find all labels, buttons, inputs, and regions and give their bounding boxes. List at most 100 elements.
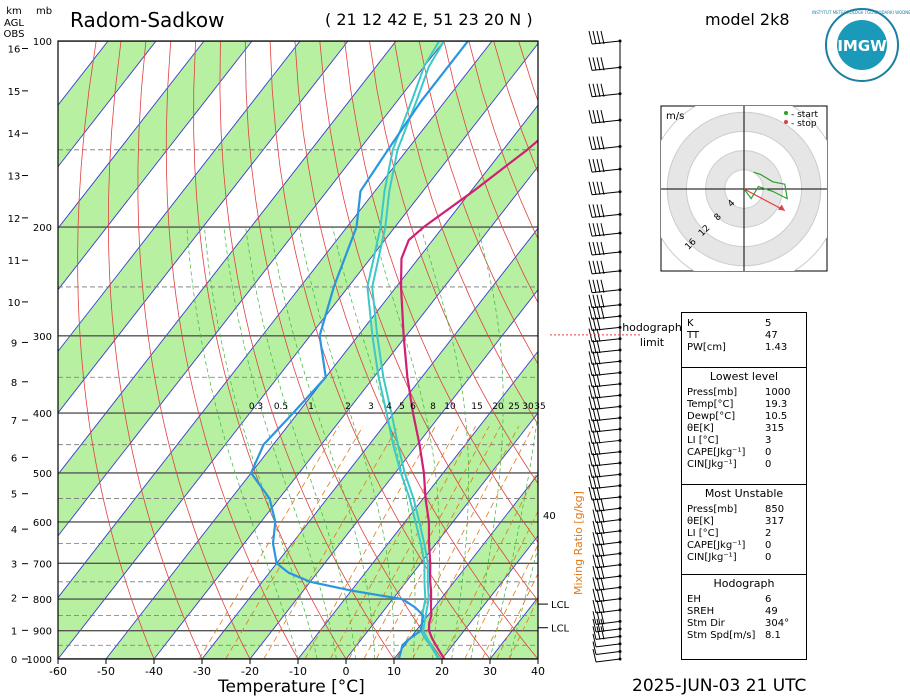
- row-key: LI [°C]: [687, 435, 719, 446]
- mixing-ratio-line: [348, 425, 476, 659]
- wind-barb-flag: [592, 57, 597, 71]
- pressure-tick-label: 700: [33, 559, 52, 570]
- pressure-tick-label: 400: [33, 409, 52, 420]
- wind-barb-flag: [596, 373, 601, 388]
- wind-barb-flag: [600, 159, 605, 173]
- x-tick-label: 40: [531, 665, 545, 678]
- table-row: Press[mb] 850: [682, 504, 806, 516]
- wind-barb: [591, 304, 621, 309]
- wind-barb: [591, 289, 621, 294]
- x-tick-label: 0: [343, 665, 350, 678]
- hodograph-limit-label: limit: [640, 336, 665, 349]
- wind-barb-flag: [588, 204, 593, 218]
- x-tick-label: 20: [435, 665, 449, 678]
- table-title: Hodograph: [713, 577, 775, 590]
- wind-barb: [591, 66, 621, 71]
- dewpoint-profile: [250, 41, 469, 659]
- row-key: Press[mb]: [687, 504, 738, 515]
- dry-adiabat: [193, 41, 347, 659]
- legend-start-dot: [784, 111, 788, 115]
- row-key: Temp[°C]: [687, 399, 734, 410]
- wind-barb-flag: [592, 373, 597, 388]
- x-tick-label: 30: [483, 665, 497, 678]
- row-value: 47: [765, 330, 778, 341]
- x-tick-label: 10: [387, 665, 401, 678]
- wind-barb: [591, 168, 621, 173]
- wind-barb-flag: [588, 339, 593, 354]
- wind-barb: [591, 451, 621, 456]
- mixing-ratio-tick: 20: [492, 402, 504, 412]
- km-tick-label: 9: [11, 338, 17, 349]
- mixing-ratio-line: [496, 572, 538, 659]
- wind-barb-flag: [592, 452, 597, 467]
- table-row: Stm Dir 304°: [682, 618, 806, 630]
- wind-barb-flag: [588, 373, 593, 388]
- wind-barb-flag: [600, 532, 605, 546]
- wind-barb: [591, 213, 621, 218]
- wind-barb-flag: [592, 241, 597, 256]
- wind-barb-flag: [600, 305, 605, 320]
- isotherm-line: [58, 41, 301, 353]
- row-value: 0: [765, 459, 772, 470]
- row-value: 1000: [765, 387, 791, 398]
- table-row: θE[K] 315: [682, 423, 806, 435]
- wind-barb-flag: [588, 136, 593, 150]
- wind-barb-flag: [588, 464, 593, 478]
- km-tick-label: 2: [11, 593, 17, 604]
- wind-barb-flag: [588, 396, 593, 410]
- wind-barb-flag: [596, 611, 601, 625]
- wind-barb-flag: [596, 441, 601, 455]
- row-value: 5: [765, 318, 772, 329]
- hodograph-legend-label: - stop: [791, 119, 817, 129]
- mixing-ratio-line: [508, 597, 538, 659]
- wind-barb: [591, 232, 621, 237]
- mixing-ratio-line: [198, 425, 340, 659]
- wind-barb-flag: [600, 626, 605, 640]
- wind-barb-flag: [592, 385, 597, 399]
- km-tick-label: 6: [11, 453, 17, 464]
- moist-adiabat: [186, 227, 299, 659]
- row-key: EH: [687, 594, 701, 605]
- hodograph-legend-label: - start: [791, 110, 819, 120]
- wind-barb-flag: [596, 520, 601, 534]
- isotherm-line: [441, 535, 538, 659]
- table-row: CIN[Jkg⁻¹] 0: [682, 459, 806, 471]
- lcl-label: LCL: [551, 600, 570, 611]
- mixing-ratio-tick: 8: [430, 402, 436, 412]
- wind-barb-flag: [596, 317, 601, 331]
- wind-barb-flag: [596, 385, 601, 399]
- wind-barb-flag: [596, 498, 601, 512]
- wind-barb-flag: [588, 475, 593, 489]
- mixing-ratio-tick: 5: [399, 402, 405, 412]
- wind-barb-flag: [592, 626, 597, 640]
- mixing-ratio-tick: 30: [522, 402, 534, 412]
- row-value: 49: [765, 606, 778, 617]
- pressure-tick-label: 900: [33, 627, 52, 638]
- wind-barb-flag: [588, 260, 593, 274]
- wind-barb-flag: [592, 532, 597, 546]
- wind-barb-flag: [588, 351, 593, 365]
- row-key: CIN[Jkg⁻¹]: [687, 552, 737, 563]
- wind-barb-flag: [596, 83, 601, 97]
- mixing-ratio-line: [412, 425, 534, 659]
- row-key: CAPE[Jkg⁻¹]: [687, 540, 746, 551]
- wind-barb: [591, 394, 621, 399]
- km-unit-label: km: [6, 6, 22, 17]
- mixing-ratio-tick: 0.5: [274, 402, 288, 412]
- pressure-tick-label: 300: [33, 332, 52, 343]
- table-row: CIN[Jkg⁻¹] 0: [682, 552, 806, 564]
- wind-barb-flag: [588, 159, 593, 173]
- wind-barb: [591, 417, 621, 422]
- mixing-ratio-line: [375, 425, 501, 659]
- mixing-ratio-line: [442, 469, 538, 659]
- wind-barb-flag: [600, 110, 605, 124]
- wind-barb: [591, 439, 621, 444]
- row-value: 0: [765, 447, 772, 458]
- wind-barb-flag: [600, 83, 605, 97]
- row-key: SREH: [687, 606, 715, 617]
- pressure-tick-label: 800: [33, 595, 52, 606]
- table-row: Dewp[°C] 10.5: [682, 411, 806, 423]
- wind-barb: [591, 251, 621, 256]
- mixing-ratio-line: [329, 425, 459, 659]
